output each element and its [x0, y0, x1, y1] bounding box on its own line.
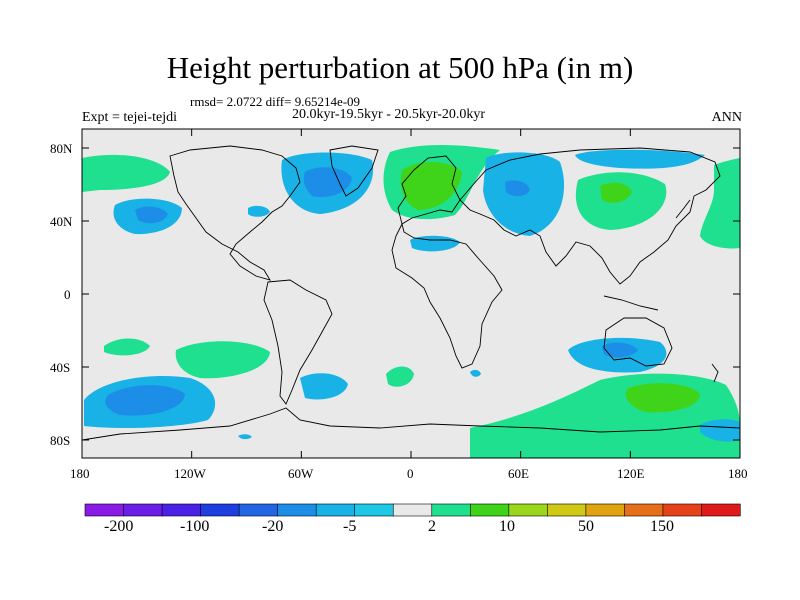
tick-marks — [81, 129, 741, 458]
lat-tick-label: 40S — [50, 360, 71, 375]
lon-tick-label: 60W — [288, 466, 314, 481]
colorbar-swatch — [585, 503, 626, 517]
colorbar-swatch — [624, 503, 664, 517]
colorbar-label: -5 — [343, 518, 357, 535]
season-label: ANN — [711, 110, 742, 125]
colorbar-swatch — [161, 503, 202, 517]
colorbar-swatch — [431, 503, 471, 517]
lat-tick-label: 0 — [64, 287, 71, 302]
colorbar-label: -20 — [262, 518, 284, 535]
lon-tick-label: 120W — [174, 466, 206, 481]
experiment-label: Expt = tejei-tejdi — [82, 110, 177, 125]
colorbar-swatch — [354, 503, 394, 517]
colorbar-label: 2 — [428, 518, 436, 535]
colorbar-swatch — [392, 503, 433, 517]
colorbar-swatch — [315, 503, 356, 517]
colorbar-swatch — [84, 503, 125, 517]
colorbar-label: 10 — [499, 518, 515, 535]
lat-tick-label: 80N — [50, 141, 73, 156]
lon-tick-label: 0 — [407, 466, 414, 481]
coastlines — [82, 145, 740, 441]
colorbar-label: 50 — [578, 518, 594, 535]
lon-tick-label: 180 — [70, 466, 90, 481]
map-plot-area — [82, 129, 740, 458]
colorbar-swatch — [123, 503, 163, 517]
lat-tick-label: 40N — [50, 214, 73, 229]
strong-negative-regions — [105, 167, 638, 416]
lon-tick-label: 180 — [728, 466, 748, 481]
colorbar-swatch — [508, 503, 548, 517]
colorbar-swatch — [238, 503, 279, 517]
colorbar-swatch — [469, 503, 510, 517]
colorbar — [84, 503, 741, 517]
colorbar-label: -200 — [104, 518, 134, 535]
colorbar-label: -100 — [180, 518, 210, 535]
lon-tick-label: 120E — [617, 466, 645, 481]
colorbar-swatch — [701, 503, 741, 517]
lon-tick-label: 60E — [508, 466, 529, 481]
period-line: 20.0kyr-19.5kyr - 20.5kyr-20.0kyr — [292, 107, 486, 122]
lat-tick-label: 80S — [50, 433, 71, 448]
colorbar-swatch — [200, 503, 240, 517]
stats-line: rmsd= 2.0722 diff= 9.65214e-09 — [190, 94, 361, 109]
colorbar-swatch — [547, 503, 587, 517]
colorbar-swatch — [662, 503, 703, 517]
map-title: Height perturbation at 500 hPa (in m) — [166, 50, 634, 85]
colorbar-label: 150 — [650, 518, 674, 535]
strong-positive-regions — [400, 161, 700, 413]
colorbar-swatch — [277, 503, 317, 517]
